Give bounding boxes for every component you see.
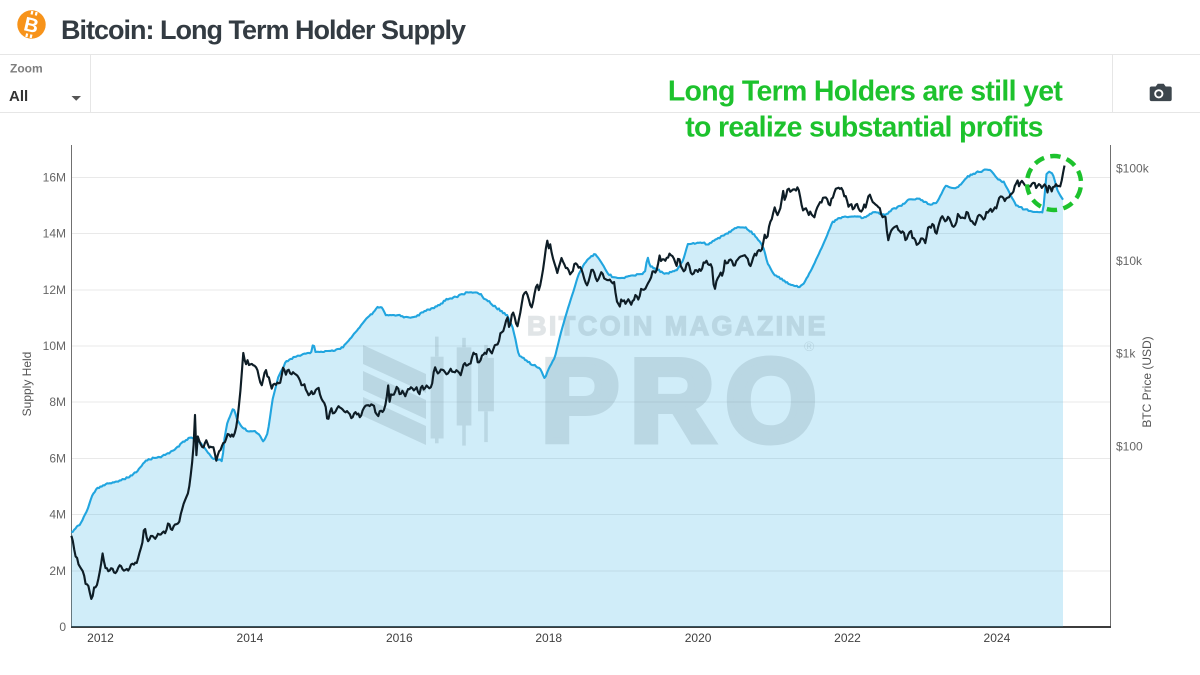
svg-text:$1k: $1k <box>1116 347 1136 361</box>
svg-text:2014: 2014 <box>237 631 264 645</box>
svg-text:All: All <box>9 88 28 105</box>
svg-text:2024: 2024 <box>984 631 1011 645</box>
svg-text:2012: 2012 <box>87 631 114 645</box>
svg-text:2016: 2016 <box>386 631 413 645</box>
svg-text:PRO: PRO <box>541 335 828 466</box>
svg-text:Bitcoin: Long Term Holder Supp: Bitcoin: Long Term Holder Supply <box>61 15 466 45</box>
svg-text:®: ® <box>804 338 815 354</box>
svg-text:8M: 8M <box>49 395 66 409</box>
svg-text:Zoom: Zoom <box>10 62 43 76</box>
svg-text:to realize substantial profits: to realize substantial profits <box>685 112 1043 144</box>
svg-text:BTC Price (USD): BTC Price (USD) <box>1140 336 1154 427</box>
svg-text:$100: $100 <box>1116 439 1143 453</box>
svg-text:2M: 2M <box>49 564 66 578</box>
svg-text:10M: 10M <box>43 339 66 353</box>
svg-text:12M: 12M <box>43 283 66 297</box>
svg-text:16M: 16M <box>43 170 66 184</box>
svg-text:$100k: $100k <box>1116 162 1150 176</box>
svg-text:Supply Held: Supply Held <box>20 352 34 417</box>
svg-text:B: B <box>22 13 41 38</box>
svg-text:14M: 14M <box>43 227 66 241</box>
svg-text:2018: 2018 <box>535 631 562 645</box>
svg-text:2022: 2022 <box>834 631 861 645</box>
svg-text:$10k: $10k <box>1116 254 1143 268</box>
svg-text:BITCOIN MAGAZINE: BITCOIN MAGAZINE <box>527 311 828 341</box>
svg-text:4M: 4M <box>49 508 66 522</box>
svg-text:Long Term Holders are still ye: Long Term Holders are still yet <box>668 76 1064 108</box>
svg-text:0: 0 <box>59 620 66 634</box>
svg-text:6M: 6M <box>49 451 66 465</box>
svg-text:2020: 2020 <box>685 631 712 645</box>
